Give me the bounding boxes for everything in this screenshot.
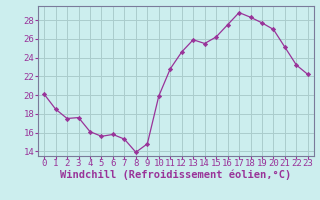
X-axis label: Windchill (Refroidissement éolien,°C): Windchill (Refroidissement éolien,°C) <box>60 169 292 180</box>
